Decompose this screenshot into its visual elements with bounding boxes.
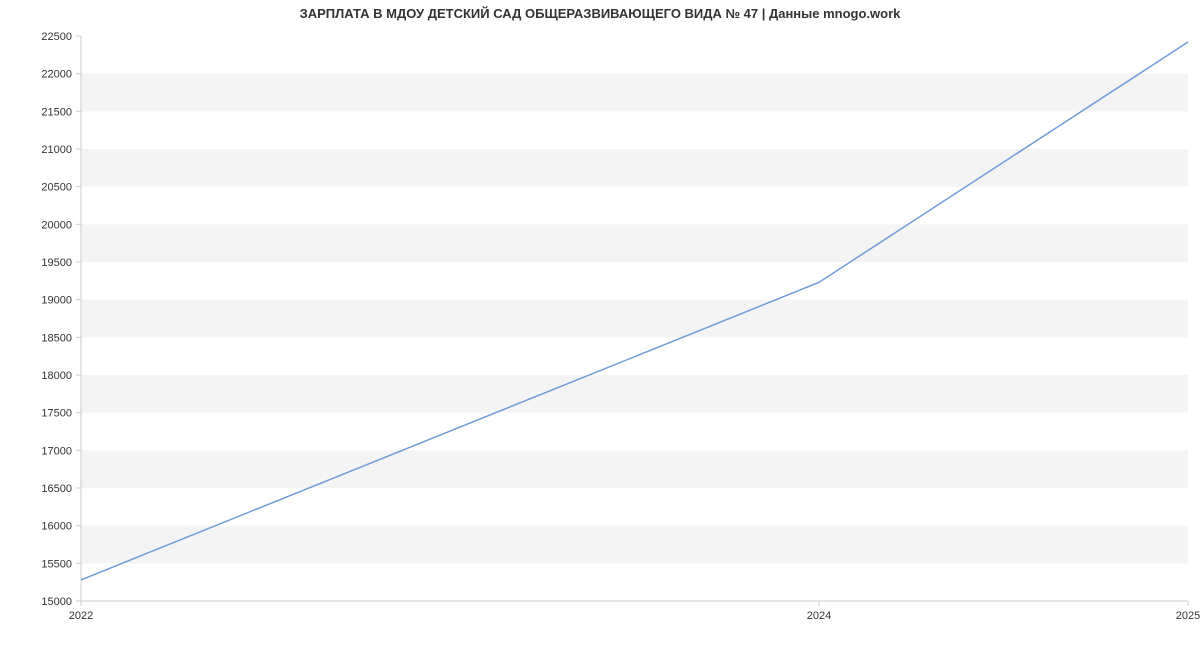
y-tick-label: 22000 [41,69,72,81]
y-tick-label: 17500 [41,408,72,420]
y-tick-label: 19500 [41,257,72,269]
chart-title: ЗАРПЛАТА В МДОУ ДЕТСКИЙ САД ОБЩЕРАЗВИВАЮ… [0,6,1200,21]
y-tick-label: 16000 [41,521,72,533]
y-tick-label: 16500 [41,483,72,495]
y-tick-label: 20500 [41,182,72,194]
y-tick-label: 15500 [41,558,72,570]
y-tick-label: 18000 [41,370,72,382]
y-tick-label: 15000 [41,596,72,608]
x-tick-label: 2025 [1176,610,1200,622]
y-tick-label: 20000 [41,219,72,231]
x-tick-label: 2024 [807,610,831,622]
y-tick-label: 22500 [41,31,72,43]
line-chart: 15000 15500 16000 16500 17000 17500 18000 18500… [0,0,1200,650]
x-tick-label: 2022 [69,610,93,622]
y-tick-label: 21000 [41,144,72,156]
chart-container: ЗАРПЛАТА В МДОУ ДЕТСКИЙ САД ОБЩЕРАЗВИВАЮ… [0,0,1200,650]
y-tick-label: 17000 [41,445,72,457]
y-tick-label: 19000 [41,295,72,307]
y-tick-label: 21500 [41,106,72,118]
y-tick-label: 18500 [41,332,72,344]
